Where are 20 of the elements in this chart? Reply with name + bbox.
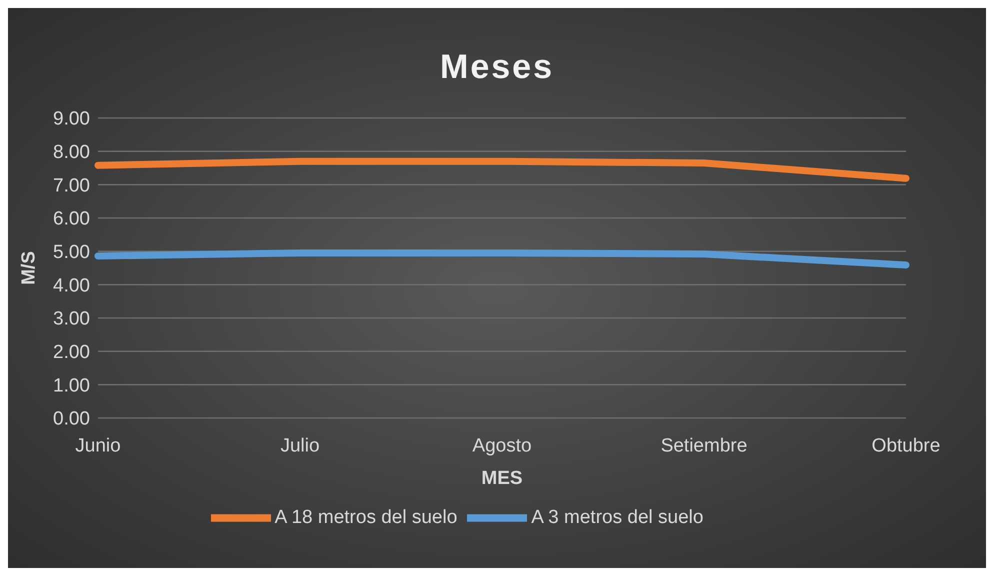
legend-label: A 18 metros del suelo <box>274 507 458 528</box>
y-tick-label: 0.00 <box>53 408 90 430</box>
x-axis-title: MES <box>481 468 523 489</box>
x-tick-label: Obtubre <box>872 435 940 456</box>
y-tick-label: 1.00 <box>53 375 90 396</box>
x-tick-label: Julio <box>280 435 320 456</box>
y-axis-title: M/S <box>18 251 40 285</box>
y-tick-label: 7.00 <box>53 175 90 196</box>
y-tick-label: 3.00 <box>53 308 90 330</box>
x-tick-label: Setiembre <box>660 435 748 456</box>
chart-title: Meses <box>439 48 555 87</box>
y-tick-label: 4.00 <box>53 275 90 296</box>
legend-label: A 3 metros del suelo <box>531 507 704 528</box>
y-tick-label: 6.00 <box>53 208 90 230</box>
y-tick-label: 8.00 <box>53 142 90 164</box>
x-tick-label: Junio <box>75 435 121 456</box>
y-tick-label: 2.00 <box>53 342 90 364</box>
y-tick-label: 9.00 <box>53 108 90 130</box>
x-tick-label: Agosto <box>472 435 532 456</box>
y-tick-label: 5.00 <box>53 242 90 264</box>
